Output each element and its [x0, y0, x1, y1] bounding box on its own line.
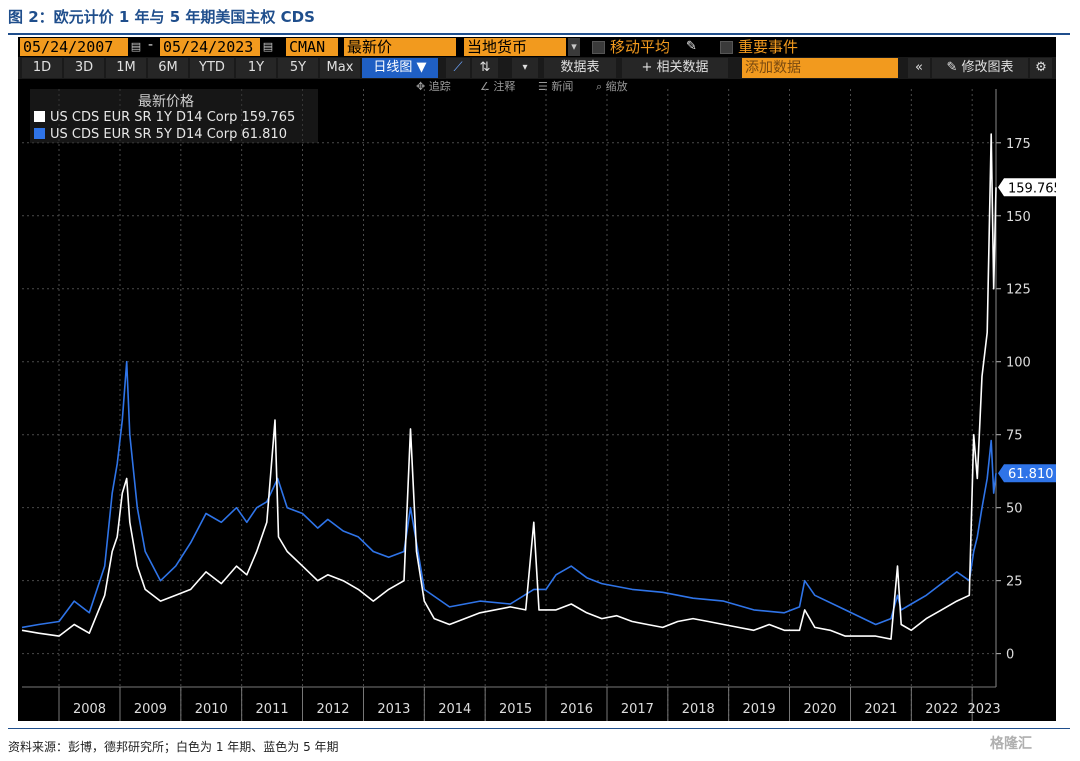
chevron-down-icon[interactable]: ▾	[568, 38, 580, 56]
related-data-button[interactable]: + 相关数据	[622, 58, 728, 78]
x-tick-label: 2016	[560, 702, 593, 717]
chevron-down-icon[interactable]: ▾	[512, 58, 538, 78]
y-tick-label: 150	[1006, 210, 1031, 225]
x-tick-label: 2017	[621, 702, 654, 717]
y-tick-label: 0	[1006, 648, 1014, 663]
currency-select[interactable]: 当地货币	[464, 38, 566, 56]
period-5y-button[interactable]: 5Y	[278, 58, 318, 78]
bottom-rule	[8, 728, 1070, 729]
x-tick-label: 2022	[925, 702, 958, 717]
x-tick-label: 2018	[682, 702, 715, 717]
end-date-input[interactable]: 05/24/2023	[160, 38, 260, 56]
legend-swatch-5y	[34, 128, 45, 139]
events-checkbox[interactable]	[720, 41, 733, 54]
period-ytd-button[interactable]: YTD	[190, 58, 234, 78]
moving-average-label: 移动平均	[610, 38, 671, 56]
title-rule	[8, 33, 1070, 35]
chart-plot[interactable]: 0 25 50 75 100 125 150 175 2008 2009 2010 2011 2012 2…	[18, 37, 1056, 721]
gear-icon[interactable]: ⚙	[1030, 58, 1052, 78]
news-tool-label: 新闻	[551, 80, 574, 93]
y-tick-label: 25	[1006, 575, 1023, 590]
x-tick-label: 2008	[73, 702, 106, 717]
period-3d-button[interactable]: 3D	[64, 58, 104, 78]
collapse-icon[interactable]: «	[908, 58, 930, 78]
field-input[interactable]: 最新价	[344, 38, 456, 56]
series-line-1y	[21, 133, 997, 640]
events-label: 重要事件	[738, 38, 799, 56]
last-value-tag-1y	[998, 178, 1056, 197]
last-value-label-5y: 61.810	[1008, 467, 1054, 482]
edit-chart-label: 修改图表	[961, 60, 1014, 75]
period-1y-button[interactable]: 1Y	[236, 58, 276, 78]
legend: 最新价格 US CDS EUR SR 1Y D14 Corp 159.765 U…	[30, 89, 318, 143]
legend-title: 最新价格	[138, 94, 194, 110]
annotate-tool-label: 注释	[493, 80, 516, 93]
moving-average-checkbox[interactable]	[592, 41, 605, 54]
mode-input[interactable]: CMAN	[286, 38, 338, 56]
x-tick-label: 2009	[134, 702, 167, 717]
toolbar-row-dates: 05/24/2007 ▤ - 05/24/2023 ▤ CMAN 最新价 当地货…	[18, 37, 1056, 57]
legend-label-5y: US CDS EUR SR 5Y D14 Corp	[50, 127, 238, 142]
legend-swatch-1y	[34, 111, 45, 122]
chart-terminal: 05/24/2007 ▤ - 05/24/2023 ▤ CMAN 最新价 当地货…	[18, 37, 1056, 721]
last-value-tag-5y	[998, 464, 1056, 483]
add-data-input[interactable]: 添加数据	[742, 58, 898, 78]
x-tick-label: 2019	[743, 702, 776, 717]
date-range-dash: -	[148, 37, 154, 53]
x-tick-label: 2012	[316, 702, 349, 717]
zoom-tool[interactable]: ⌕ 缩放	[596, 80, 628, 93]
last-value-label-1y: 159.765	[1008, 181, 1056, 196]
x-tick-label: 2014	[438, 702, 471, 717]
x-tick-label: 2013	[377, 702, 410, 717]
x-tick-label: 2011	[256, 702, 289, 717]
toolbar-row-periods: 1D 3D 1M 6M YTD 1Y 5Y Max 日线图 ▼ ⟋ ⇅ ▾ 数据…	[18, 57, 1056, 79]
data-table-button[interactable]: 数据表	[544, 58, 616, 78]
pencil-icon[interactable]: ✎	[686, 39, 697, 54]
period-6m-button[interactable]: 6M	[148, 58, 188, 78]
legend-entry-1y[interactable]: US CDS EUR SR 1Y D14 Corp 159.765	[34, 109, 295, 127]
legend-label-1y: US CDS EUR SR 1Y D14 Corp	[50, 110, 238, 125]
figure-title: 图 2：欧元计价 1 年与 5 年期美国主权 CDS	[8, 8, 315, 26]
x-tick-label: 2015	[499, 702, 532, 717]
y-tick-label: 100	[1006, 356, 1031, 371]
chart-type-select[interactable]: 日线图 ▼	[362, 58, 438, 78]
annotate-tool[interactable]: ∠ 注释	[480, 80, 516, 93]
start-date-input[interactable]: 05/24/2007	[20, 38, 128, 56]
y-tick-label: 50	[1006, 502, 1023, 517]
watermark: 格隆汇	[990, 736, 1032, 752]
figure-source: 资料来源：彭博，德邦研究所；白色为 1 年期、蓝色为 5 年期	[8, 740, 339, 754]
x-tick-label: 2023	[968, 702, 1001, 717]
period-max-button[interactable]: Max	[320, 58, 360, 78]
news-tool[interactable]: ☰ 新闻	[538, 80, 574, 93]
y-tick-label: 75	[1006, 429, 1023, 444]
x-tick-label: 2020	[803, 702, 836, 717]
legend-value-5y: 61.810	[241, 127, 287, 142]
series-line-5y	[21, 360, 997, 629]
edit-chart-button[interactable]: ✎ 修改图表	[932, 58, 1028, 78]
legend-value-1y: 159.765	[241, 110, 296, 125]
x-tick-label: 2010	[195, 702, 228, 717]
period-1m-button[interactable]: 1M	[106, 58, 146, 78]
track-tool-label: 追踪	[428, 80, 451, 93]
y-tick-label: 125	[1006, 283, 1031, 298]
period-1d-button[interactable]: 1D	[22, 58, 62, 78]
track-tool[interactable]: ✥ 追踪	[416, 80, 451, 93]
legend-entry-5y[interactable]: US CDS EUR SR 5Y D14 Corp 61.810	[34, 126, 287, 144]
line-chart-icon[interactable]: ⟋	[446, 58, 470, 78]
x-tick-label: 2021	[864, 702, 897, 717]
calendar-icon[interactable]: ▤	[130, 40, 142, 53]
zoom-tool-label: 缩放	[605, 80, 628, 93]
calendar-icon[interactable]: ▤	[262, 40, 274, 53]
y-tick-label: 175	[1006, 137, 1031, 152]
compare-icon[interactable]: ⇅	[472, 58, 498, 78]
